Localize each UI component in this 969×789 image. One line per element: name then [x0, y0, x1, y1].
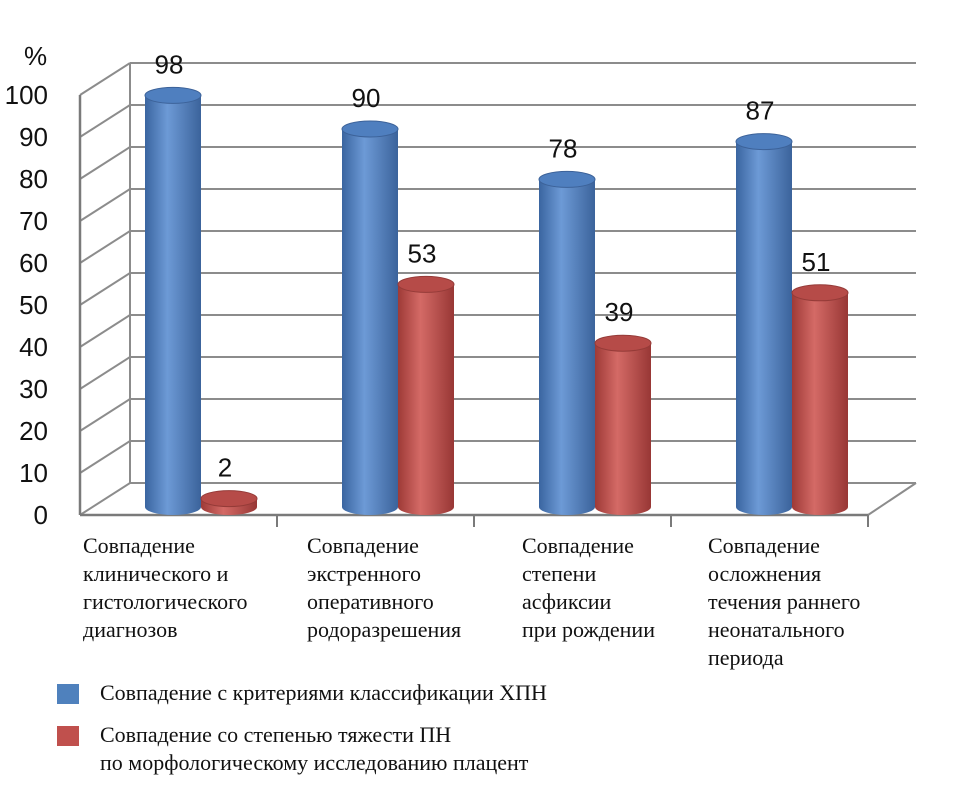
- data-label: 39: [605, 297, 634, 327]
- category-label-line: гистологического: [83, 589, 248, 614]
- gridline-side: [79, 146, 131, 180]
- y-tick-label: 40: [19, 332, 48, 362]
- legend-swatch: [57, 726, 79, 746]
- bar: [594, 334, 652, 515]
- category-label-line: неонатального: [708, 617, 845, 642]
- category-label: Совпадение степени асфиксии при рождении: [522, 533, 655, 642]
- bar-cap: [397, 275, 455, 293]
- bar-body: [792, 292, 848, 515]
- category-label-line: Совпадение: [708, 533, 820, 558]
- y-tick-label: 80: [19, 164, 48, 194]
- bar-cap: [200, 490, 258, 508]
- gridline-side: [79, 230, 131, 264]
- bars: [144, 86, 849, 516]
- data-label: 2: [218, 453, 232, 483]
- bar: [341, 120, 399, 515]
- category-labels: Совпадение клинического и гистологического…: [83, 533, 860, 670]
- category-label-line: оперативного: [307, 589, 434, 614]
- axes: [78, 95, 869, 527]
- floor-edge: [867, 482, 917, 516]
- legend-label: Совпадение с критериями классификации ХП…: [100, 680, 547, 705]
- bar: [200, 490, 258, 515]
- y-tick-label: 20: [19, 416, 48, 446]
- bar: [397, 275, 455, 515]
- category-label-line: диагнозов: [83, 617, 177, 642]
- y-axis-label: %: [24, 41, 47, 71]
- bar: [144, 86, 202, 516]
- bar: [538, 170, 596, 515]
- data-label: 87: [746, 96, 775, 126]
- legend-swatch: [57, 684, 79, 704]
- legend-label-line: Совпадение с критериями классификации ХП…: [100, 680, 547, 705]
- gridline-side: [79, 104, 131, 138]
- legend-label-line: Совпадение со степенью тяжести ПН: [100, 722, 451, 747]
- category-label: Совпадение экстренного оперативного родораз…: [307, 533, 461, 642]
- y-tick-label: 100: [5, 80, 48, 110]
- bar-cap: [144, 86, 202, 104]
- category-label: Совпадение осложнения течения раннего неона…: [708, 533, 860, 670]
- category-label-line: Совпадение: [83, 533, 195, 558]
- bar-body: [539, 179, 595, 515]
- legend-label-line: по морфологическому исследованию плацент: [100, 750, 529, 775]
- y-tick-label: 50: [19, 290, 48, 320]
- legend: Совпадение с критериями классификации ХП…: [57, 680, 547, 775]
- gridline-side: [79, 440, 131, 474]
- category-label-line: течения раннего: [708, 589, 860, 614]
- bar: [735, 133, 793, 515]
- category-label-line: Совпадение: [307, 533, 419, 558]
- bar-cap: [538, 170, 596, 188]
- bar-cap: [341, 120, 399, 138]
- y-tick-label: 90: [19, 122, 48, 152]
- bar-body: [145, 95, 201, 516]
- gridline-side: [79, 356, 131, 390]
- bar-cap: [735, 133, 793, 151]
- gridline-side: [79, 398, 131, 432]
- category-label-line: степени: [522, 561, 596, 586]
- bar-cap: [791, 284, 849, 302]
- category-label-line: родоразрешения: [307, 617, 461, 642]
- category-label-line: асфиксии: [522, 589, 612, 614]
- data-label: 90: [352, 83, 381, 113]
- category-label: Совпадение клинического и гистологического…: [83, 533, 248, 642]
- data-label: 51: [802, 247, 831, 277]
- y-tick-label: 60: [19, 248, 48, 278]
- gridline-side: [79, 272, 131, 306]
- data-label: 98: [155, 49, 184, 79]
- bar: [791, 284, 849, 515]
- legend-label: Совпадение со степенью тяжести ПН по морф…: [100, 722, 529, 775]
- gridline-side: [79, 482, 131, 516]
- gridline-side: [79, 314, 131, 348]
- category-label-line: осложнения: [708, 561, 821, 586]
- category-label-line: клинического и: [83, 561, 229, 586]
- bar-body: [736, 141, 792, 515]
- category-label-line: Совпадение: [522, 533, 634, 558]
- y-tick-label: 0: [34, 500, 48, 530]
- bar-body: [342, 129, 398, 515]
- gridline-side: [79, 188, 131, 222]
- category-label-line: при рождении: [522, 617, 655, 642]
- bar-cap: [594, 334, 652, 352]
- y-tick-label: 10: [19, 458, 48, 488]
- data-label: 78: [549, 133, 578, 163]
- category-label-line: экстренного: [307, 561, 421, 586]
- y-tick-label: 30: [19, 374, 48, 404]
- bar-body: [398, 284, 454, 515]
- data-label: 53: [408, 238, 437, 268]
- y-tick-label: 70: [19, 206, 48, 236]
- y-tick-labels: 0 10 20 30 40 50 60 70 80 90 100: [5, 80, 48, 530]
- data-labels: 98 2 90 53 78 39 87 51: [155, 49, 831, 482]
- gridline-side: [79, 62, 131, 96]
- category-label-line: периода: [708, 645, 784, 670]
- bar-body: [595, 343, 651, 515]
